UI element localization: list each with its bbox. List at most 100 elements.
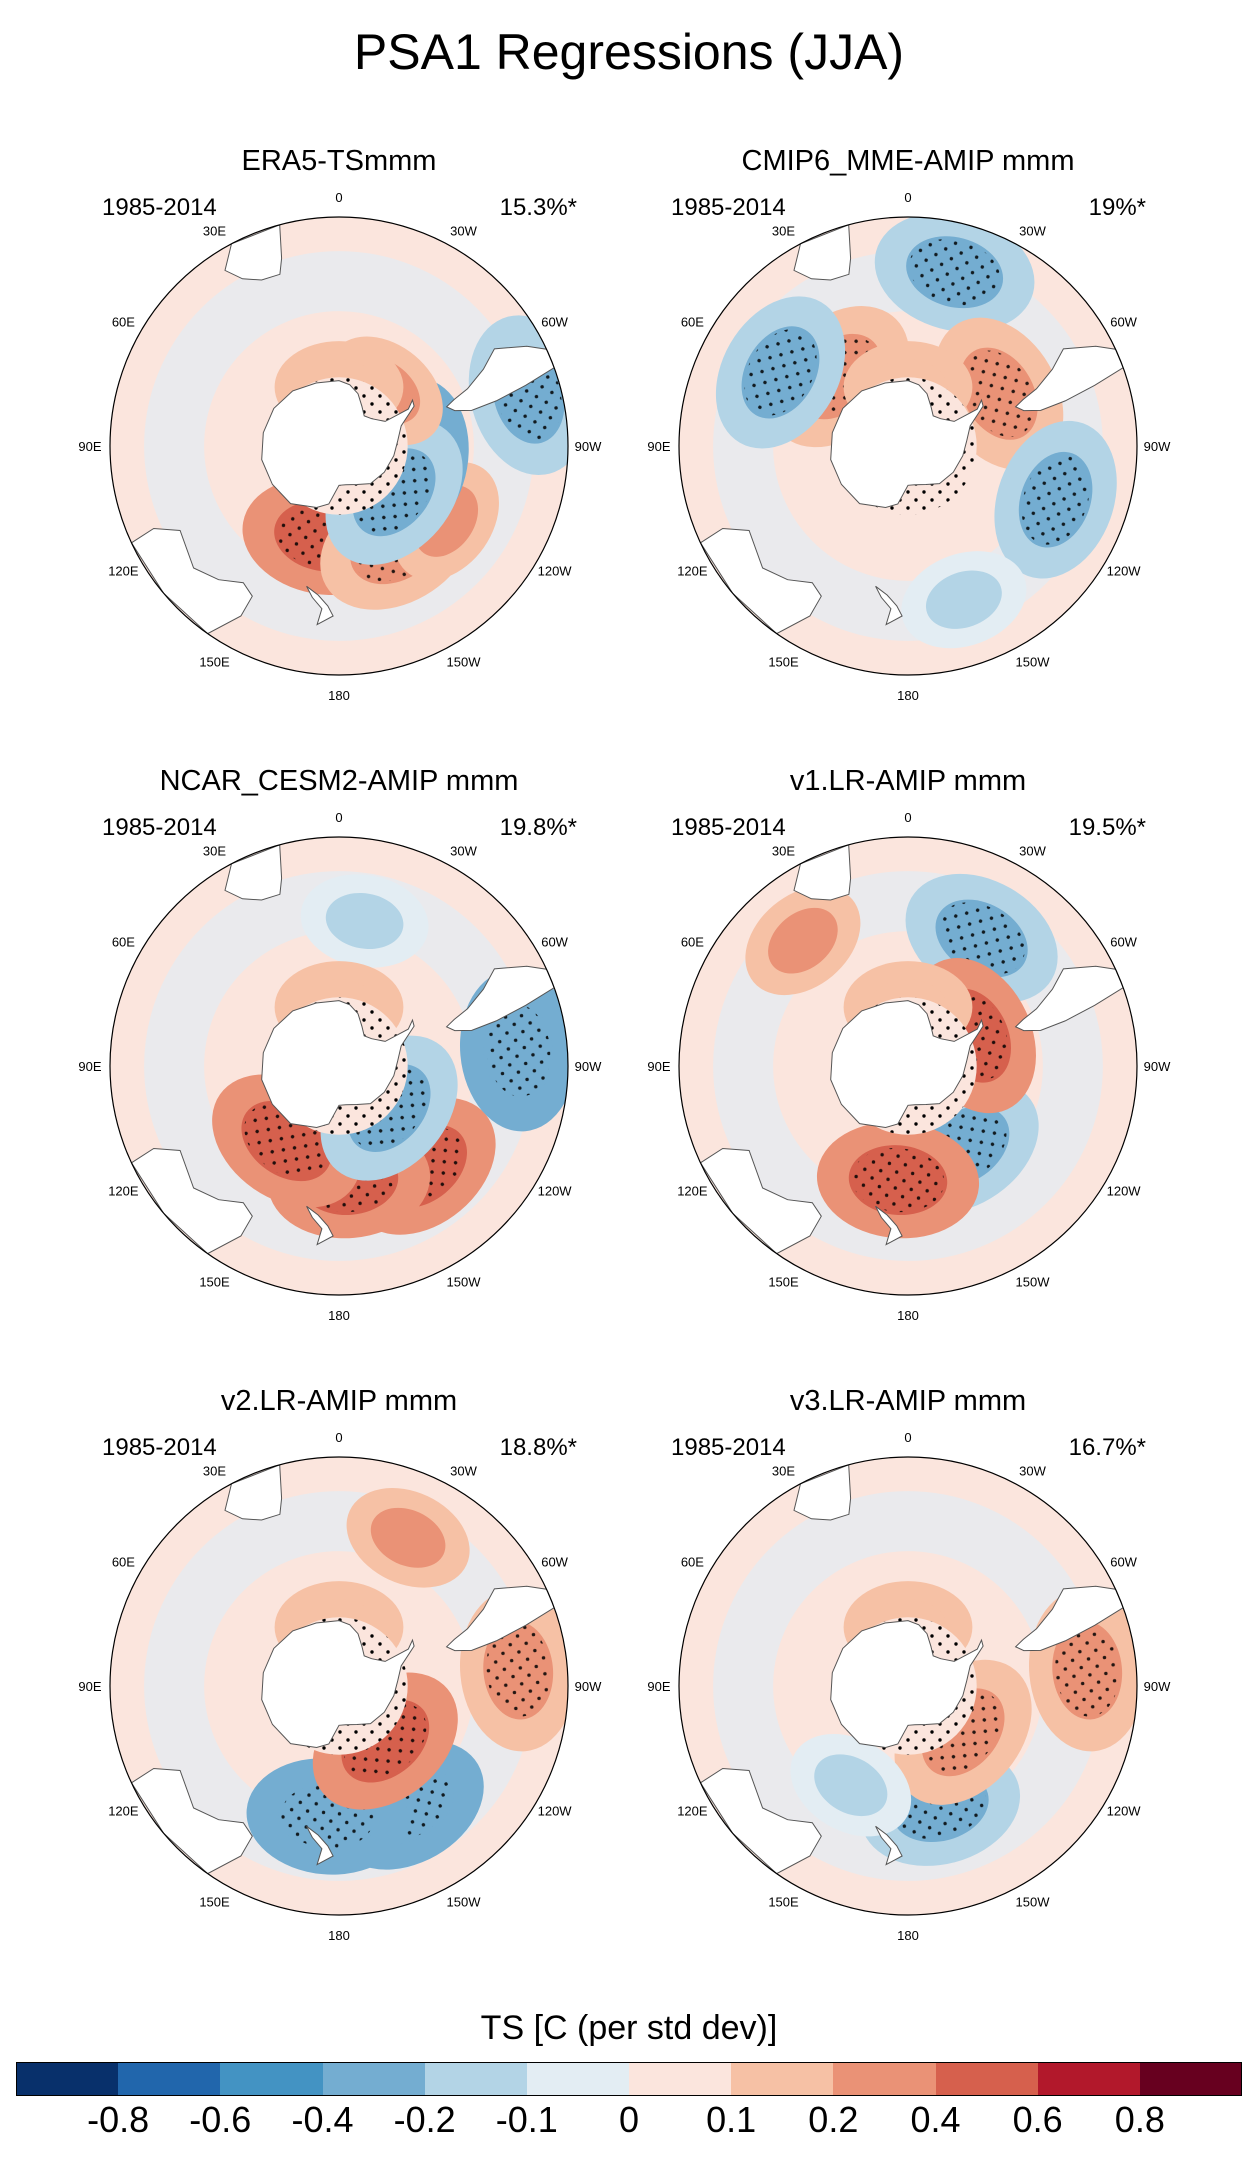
longitude-label: 90E xyxy=(647,439,670,454)
longitude-label: 30E xyxy=(772,843,795,858)
panel-period: 1985-2014 xyxy=(671,1434,786,1461)
africa-land xyxy=(793,224,852,281)
longitude-label: 60W xyxy=(1110,935,1137,950)
colorbar-swatch xyxy=(833,2062,936,2096)
longitude-label: 180 xyxy=(328,1308,350,1323)
longitude-label: 0 xyxy=(904,810,911,825)
colorbar-tick-label: -0.6 xyxy=(189,2099,252,2140)
longitude-label: 60W xyxy=(1110,1555,1137,1570)
colorbar-swatch xyxy=(1139,2062,1243,2096)
australia-land xyxy=(699,1767,822,1875)
map-boundary xyxy=(678,1456,1138,1916)
antarctica-land xyxy=(261,1620,415,1749)
longitude-label: 90W xyxy=(1144,1059,1171,1074)
longitude-label: 30W xyxy=(1019,1463,1046,1478)
significance-stipple xyxy=(962,350,1035,437)
map-panel-5: 0 30E 60E 90E 120E 150E 180 150W 120W 90W 60W 30W v2… xyxy=(78,1385,602,1943)
longitude-label: 150W xyxy=(1016,655,1051,670)
australia-land xyxy=(130,527,253,635)
longitude-label: 120E xyxy=(108,564,139,579)
africa-land xyxy=(224,844,283,901)
new-zealand-land xyxy=(875,585,903,626)
longitude-label: 90E xyxy=(647,1679,670,1694)
longitude-label: 120W xyxy=(1107,564,1142,579)
longitude-label: 150E xyxy=(768,655,799,670)
south-america-land xyxy=(445,965,555,1032)
colorbar-tick-label: 0 xyxy=(618,2099,640,2140)
map-panel-2: 0 30E 60E 90E 120E 150E 180 150W 120W 90W 60W 30W CM… xyxy=(647,145,1171,703)
longitude-label: 0 xyxy=(335,1430,342,1445)
longitude-label: 90W xyxy=(1144,1679,1171,1694)
longitude-label: 120E xyxy=(677,564,708,579)
africa-land xyxy=(793,1464,852,1521)
longitude-label: 0 xyxy=(904,190,911,205)
anomaly-core xyxy=(768,907,838,974)
longitude-label: 30W xyxy=(1019,223,1046,238)
longitude-label: 0 xyxy=(335,810,342,825)
map-boundary xyxy=(678,216,1138,676)
variance-explained: 15.3%* xyxy=(500,194,577,221)
australia-land xyxy=(130,1147,253,1255)
longitude-label: 90E xyxy=(78,439,101,454)
variance-explained: 18.8%* xyxy=(500,1434,577,1461)
south-america-land xyxy=(445,345,555,412)
longitude-label: 60E xyxy=(112,935,135,950)
panel-title: v1.LR-AMIP mmm xyxy=(790,765,1026,797)
longitude-label: 150W xyxy=(447,1895,482,1910)
south-america-land xyxy=(445,1585,555,1652)
africa-land xyxy=(793,844,852,901)
colorbar-swatch xyxy=(118,2062,221,2096)
panel-title: CMIP6_MME-AMIP mmm xyxy=(742,145,1075,177)
australia-land xyxy=(699,527,822,635)
longitude-label: 90E xyxy=(647,1059,670,1074)
map-boundary xyxy=(109,1456,569,1916)
colorbar-swatch xyxy=(526,2062,630,2096)
longitude-label: 90W xyxy=(1144,439,1171,454)
colorbar-tick-label: -0.8 xyxy=(87,2099,150,2140)
longitude-label: 150E xyxy=(768,1895,799,1910)
longitude-label: 60W xyxy=(541,315,568,330)
longitude-label: 150E xyxy=(199,1275,230,1290)
panel-period: 1985-2014 xyxy=(671,814,786,841)
new-zealand-land xyxy=(306,1825,334,1866)
map-boundary xyxy=(678,836,1138,1296)
longitude-label: 90W xyxy=(575,1679,602,1694)
colorbar-swatch xyxy=(322,2062,426,2096)
colorbar-swatch xyxy=(731,2062,834,2096)
longitude-label: 30E xyxy=(772,223,795,238)
anomaly-core xyxy=(925,570,1002,629)
australia-land xyxy=(130,1767,253,1875)
longitude-label: 60E xyxy=(681,315,704,330)
map-panel-1: 0 30E 60E 90E 120E 150E 180 150W 120W 90W 60W 30W ER… xyxy=(78,145,602,703)
map-panel-3: 0 30E 60E 90E 120E 150E 180 150W 120W 90W 60W 30W NC… xyxy=(78,765,602,1323)
longitude-label: 60W xyxy=(541,1555,568,1570)
south-america-land xyxy=(1014,1585,1124,1652)
longitude-label: 30E xyxy=(203,843,226,858)
panel-title: v3.LR-AMIP mmm xyxy=(790,1385,1026,1417)
longitude-label: 30W xyxy=(450,1463,477,1478)
longitude-label: 150E xyxy=(199,1895,230,1910)
colorbar-swatch xyxy=(16,2062,119,2096)
africa-land xyxy=(224,224,283,281)
longitude-label: 150W xyxy=(1016,1895,1051,1910)
colorbar-title: TS [C (per std dev)] xyxy=(480,2009,778,2047)
map-boundary xyxy=(109,216,569,676)
longitude-label: 0 xyxy=(904,1430,911,1445)
colorbar-tick-label: -0.1 xyxy=(495,2099,558,2140)
panel-grid: 0 30E 60E 90E 120E 150E 180 150W 120W 90W 60W 30W ER… xyxy=(78,145,1171,1943)
colorbar-swatch xyxy=(1037,2062,1141,2096)
antarctica-land xyxy=(830,1620,984,1749)
longitude-label: 180 xyxy=(328,688,350,703)
panel-title: v2.LR-AMIP mmm xyxy=(221,1385,457,1417)
longitude-label: 120E xyxy=(677,1184,708,1199)
panel-title: NCAR_CESM2-AMIP mmm xyxy=(160,765,519,797)
colorbar-frame xyxy=(16,2062,1242,2096)
longitude-label: 180 xyxy=(897,1308,919,1323)
longitude-label: 120W xyxy=(1107,1804,1142,1819)
colorbar-tick-label: 0.6 xyxy=(1012,2099,1063,2140)
longitude-label: 150E xyxy=(199,655,230,670)
significance-stipple xyxy=(1055,1623,1120,1717)
australia-land xyxy=(699,1147,822,1255)
longitude-label: 150E xyxy=(768,1275,799,1290)
longitude-label: 30E xyxy=(772,1463,795,1478)
